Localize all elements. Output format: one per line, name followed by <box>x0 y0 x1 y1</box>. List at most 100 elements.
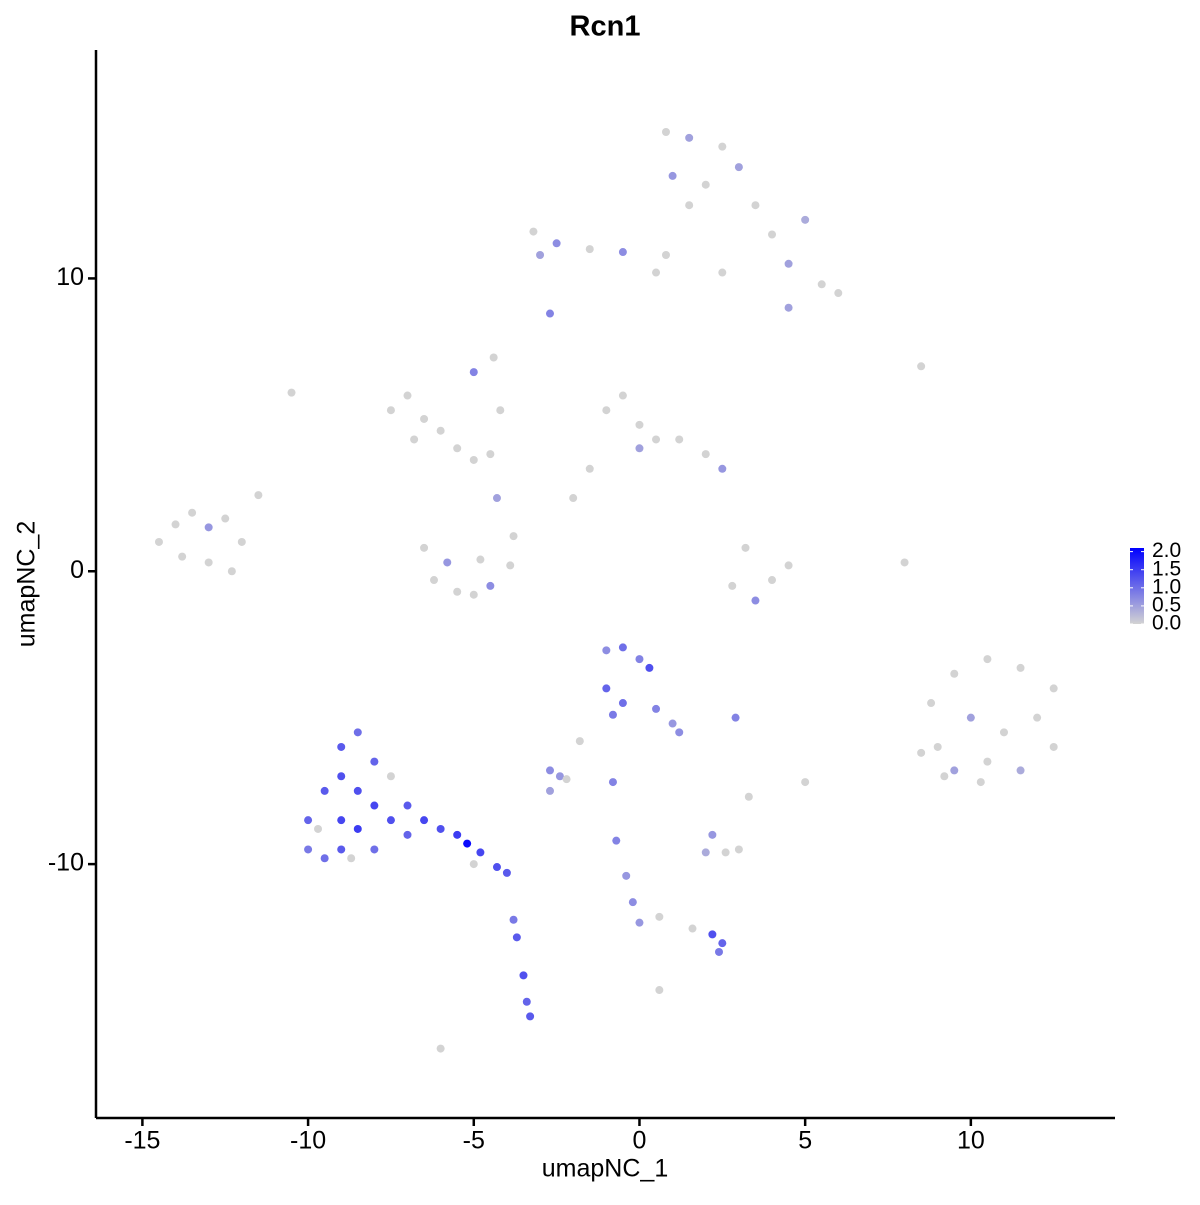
point <box>708 830 717 839</box>
point <box>661 250 670 259</box>
point <box>370 757 379 766</box>
colorbar-tick-label: 0.0 <box>1152 612 1181 635</box>
point <box>254 491 263 500</box>
point <box>509 532 518 541</box>
point <box>675 728 684 737</box>
point <box>950 766 959 775</box>
point <box>519 971 528 980</box>
point <box>834 289 843 298</box>
x-axis-title: umapNC_1 <box>542 1155 668 1183</box>
point <box>622 871 631 880</box>
point <box>655 986 664 995</box>
point <box>900 558 909 567</box>
point <box>502 868 511 877</box>
point <box>403 391 412 400</box>
point <box>768 230 777 239</box>
point <box>714 947 723 956</box>
point <box>718 142 727 151</box>
point <box>1033 713 1042 722</box>
colorbar-tick-label: 1.0 <box>1152 575 1181 598</box>
point <box>188 508 197 517</box>
point <box>718 939 727 948</box>
point <box>688 924 697 933</box>
point <box>635 444 644 453</box>
point <box>469 860 478 869</box>
point <box>204 523 213 532</box>
point <box>353 824 362 833</box>
point <box>718 268 727 277</box>
point <box>751 201 760 210</box>
point <box>652 268 661 277</box>
point <box>950 669 959 678</box>
point <box>685 201 694 210</box>
point <box>221 514 230 523</box>
point <box>337 816 346 825</box>
point <box>635 655 644 664</box>
point <box>933 742 942 751</box>
point <box>469 455 478 464</box>
point <box>618 248 627 257</box>
point <box>734 845 743 854</box>
x-tick-label: 10 <box>957 1127 985 1155</box>
point <box>1049 684 1058 693</box>
point <box>685 133 694 142</box>
point <box>420 543 429 552</box>
point <box>337 772 346 781</box>
point <box>569 494 578 503</box>
point <box>237 537 246 546</box>
point <box>645 663 654 672</box>
point <box>337 845 346 854</box>
point <box>512 933 521 942</box>
point <box>486 450 495 459</box>
point <box>545 766 554 775</box>
point <box>801 778 810 787</box>
point <box>1016 663 1025 672</box>
point <box>370 845 379 854</box>
point <box>675 435 684 444</box>
point <box>227 567 236 576</box>
point <box>708 930 717 939</box>
point <box>701 180 710 189</box>
point <box>618 699 627 708</box>
y-axis-title: umapNC_2 <box>13 521 41 647</box>
point <box>555 772 564 781</box>
point <box>526 1012 535 1021</box>
point <box>652 435 661 444</box>
point <box>536 250 545 259</box>
point <box>608 778 617 787</box>
point <box>731 713 740 722</box>
point <box>453 830 462 839</box>
point <box>635 918 644 927</box>
point <box>486 581 495 590</box>
point <box>370 801 379 810</box>
point <box>784 561 793 570</box>
point <box>545 309 554 318</box>
point <box>386 816 395 825</box>
point <box>618 643 627 652</box>
point <box>453 587 462 596</box>
colorbar-tick-label: 2.0 <box>1152 539 1181 562</box>
point <box>347 854 356 863</box>
point <box>489 353 498 362</box>
point <box>741 543 750 552</box>
point <box>453 444 462 453</box>
point <box>304 816 313 825</box>
point <box>476 848 485 857</box>
point <box>940 772 949 781</box>
x-tick-label: -5 <box>463 1127 485 1155</box>
point <box>1049 742 1058 751</box>
point <box>320 854 329 863</box>
point <box>784 259 793 268</box>
x-tick-label: -15 <box>124 1127 160 1155</box>
point <box>801 215 810 224</box>
point <box>386 406 395 415</box>
point <box>668 171 677 180</box>
point <box>701 450 710 459</box>
point <box>522 997 531 1006</box>
point <box>734 163 743 172</box>
point <box>171 520 180 529</box>
point <box>337 742 346 751</box>
point <box>403 801 412 810</box>
point <box>436 426 445 435</box>
